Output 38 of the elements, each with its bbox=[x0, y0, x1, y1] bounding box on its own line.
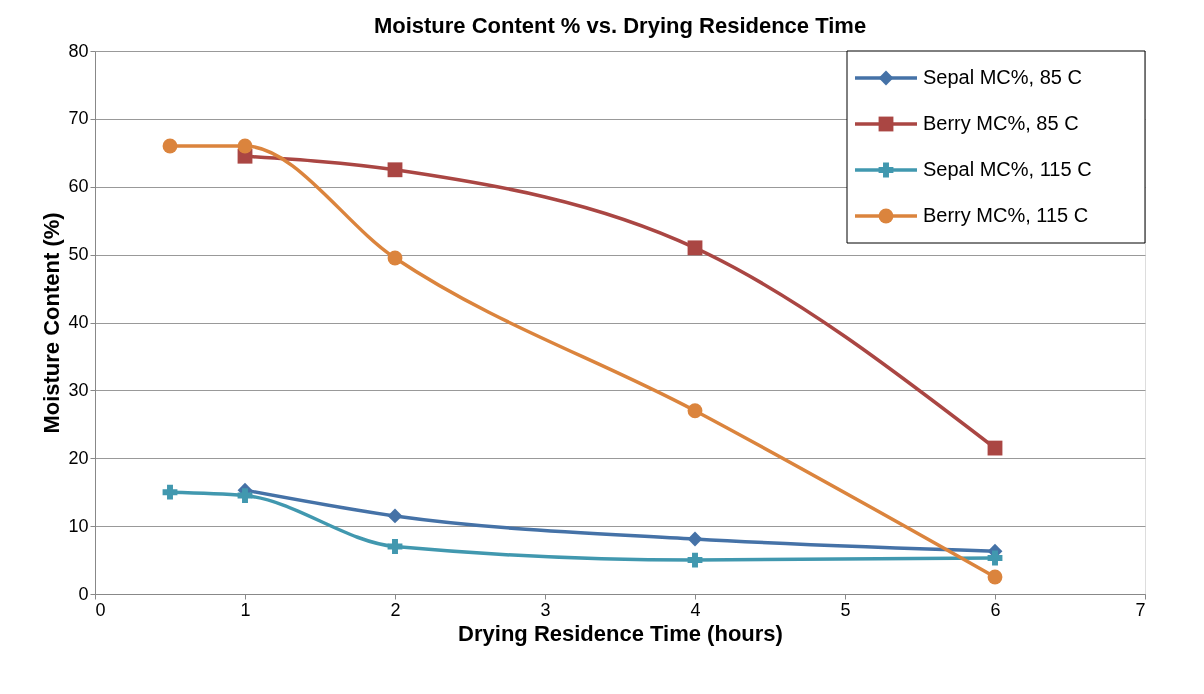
chart-title: Moisture Content % vs. Drying Residence Time bbox=[373, 13, 867, 38]
x-axis-title: Drying Residence Time (hours) bbox=[458, 620, 783, 646]
point bbox=[987, 550, 1003, 566]
point bbox=[687, 403, 703, 419]
point bbox=[237, 138, 253, 154]
y-axis-title: Moisture Content (%) bbox=[39, 212, 65, 434]
point bbox=[387, 539, 403, 554]
y-tick-label: 30 bbox=[68, 379, 89, 400]
point bbox=[687, 240, 703, 256]
y-tick-label: 80 bbox=[68, 40, 89, 61]
point bbox=[387, 162, 403, 178]
point bbox=[687, 531, 703, 547]
y-tick-label: 10 bbox=[68, 515, 89, 536]
point bbox=[237, 488, 253, 503]
point bbox=[387, 508, 403, 524]
x-tick-label: 4 bbox=[690, 599, 701, 620]
x-tick-label: 6 bbox=[990, 599, 1001, 620]
point bbox=[387, 250, 403, 266]
legend-label: Berry MC%, 115 C bbox=[923, 204, 1089, 226]
x-tick-label: 2 bbox=[390, 599, 401, 620]
x-tick-label: 5 bbox=[840, 599, 851, 620]
y-tick-label: 0 bbox=[78, 583, 89, 604]
x-tick-label: 3 bbox=[540, 599, 551, 620]
x-tick-label: 0 bbox=[95, 599, 106, 620]
y-tick-label: 40 bbox=[68, 312, 89, 332]
y-tick-label: 60 bbox=[68, 176, 89, 197]
y-tick-label: 20 bbox=[68, 447, 89, 468]
y-tick-label: 70 bbox=[68, 108, 89, 129]
legend-label: Sepal MC%, 115 C bbox=[923, 158, 1092, 180]
y-tick-label: 50 bbox=[68, 244, 89, 265]
legend-label: Berry MC%, 85 C bbox=[923, 112, 1079, 134]
point bbox=[687, 552, 703, 568]
point bbox=[162, 484, 178, 500]
legend-label: Sepal MC%, 85 C bbox=[923, 66, 1082, 88]
point bbox=[987, 569, 1003, 585]
x-tick-label: 1 bbox=[240, 599, 251, 620]
point bbox=[162, 138, 178, 154]
x-tick-label: 7 bbox=[1135, 599, 1146, 620]
